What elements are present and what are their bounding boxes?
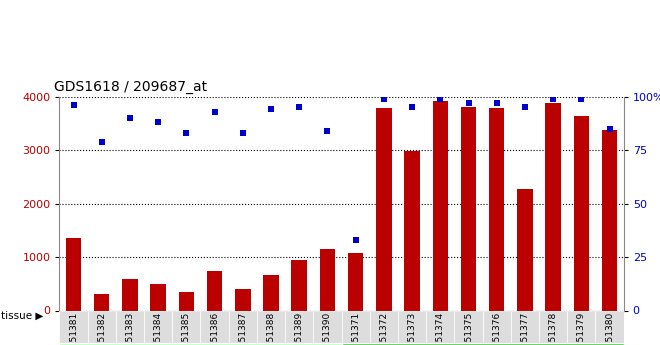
Point [463,100,474,106]
Bar [257,310,285,345]
Text: GSM51375: GSM51375 [464,312,473,345]
Point [605,126,615,131]
Text: GDS1618 / 209687_at: GDS1618 / 209687_at [53,80,207,94]
Bar [348,253,364,310]
Bar [179,292,194,310]
Point [435,96,446,101]
Bar [94,294,110,310]
Text: GSM51377: GSM51377 [521,312,529,345]
Point [322,128,333,134]
Text: GSM51381: GSM51381 [69,312,78,345]
Bar [426,310,454,345]
Text: GSM51378: GSM51378 [548,312,558,345]
Bar [292,260,307,310]
Bar [59,310,88,345]
Bar [201,310,228,345]
Bar [122,279,138,311]
Point [266,107,277,112]
Text: GSM51379: GSM51379 [577,312,586,345]
Text: GSM51371: GSM51371 [351,312,360,345]
Text: GSM51382: GSM51382 [97,312,106,345]
Bar [545,103,561,310]
Bar [285,310,314,345]
Bar [517,189,533,310]
Bar [228,310,257,345]
Point [125,115,135,121]
Bar [405,151,420,310]
Text: tissue ▶: tissue ▶ [1,311,43,321]
Text: GSM51390: GSM51390 [323,312,332,345]
Bar [595,310,624,345]
Bar [370,310,398,345]
Bar [454,310,482,345]
Point [576,96,587,101]
Bar [144,310,172,345]
Bar [461,107,477,310]
Bar [150,284,166,310]
Bar [314,310,342,345]
Bar [398,310,426,345]
Point [153,119,164,125]
Text: GSM51383: GSM51383 [125,312,135,345]
Bar [574,116,589,310]
Point [407,105,417,110]
Bar [66,238,81,310]
Point [181,130,191,136]
Point [548,96,558,101]
Bar [602,130,617,310]
Point [209,109,220,114]
Point [294,105,304,110]
Bar [539,310,568,345]
Bar [263,275,279,310]
Bar [432,101,448,310]
Point [68,102,79,108]
Text: GSM51376: GSM51376 [492,312,501,345]
Bar [489,108,504,310]
Bar [235,288,251,311]
Bar [376,108,391,310]
Bar [342,343,624,345]
Point [350,237,361,243]
Bar [207,271,222,310]
Text: GSM51386: GSM51386 [210,312,219,345]
Bar [116,310,144,345]
Text: GSM51374: GSM51374 [436,312,445,345]
Bar [342,310,370,345]
Bar [59,343,342,345]
Text: GSM51385: GSM51385 [182,312,191,345]
Text: GSM51387: GSM51387 [238,312,248,345]
Bar [511,310,539,345]
Point [519,105,530,110]
Point [492,100,502,106]
Bar [482,310,511,345]
Bar [567,310,595,345]
Point [379,96,389,101]
Text: GSM51384: GSM51384 [154,312,162,345]
Text: GSM51389: GSM51389 [295,312,304,345]
Bar [172,310,201,345]
Text: GSM51373: GSM51373 [408,312,416,345]
Text: GSM51380: GSM51380 [605,312,614,345]
Text: GSM51388: GSM51388 [267,312,275,345]
Point [96,139,107,144]
Bar [319,249,335,310]
Bar [88,310,116,345]
Point [238,130,248,136]
Text: GSM51372: GSM51372 [379,312,388,345]
